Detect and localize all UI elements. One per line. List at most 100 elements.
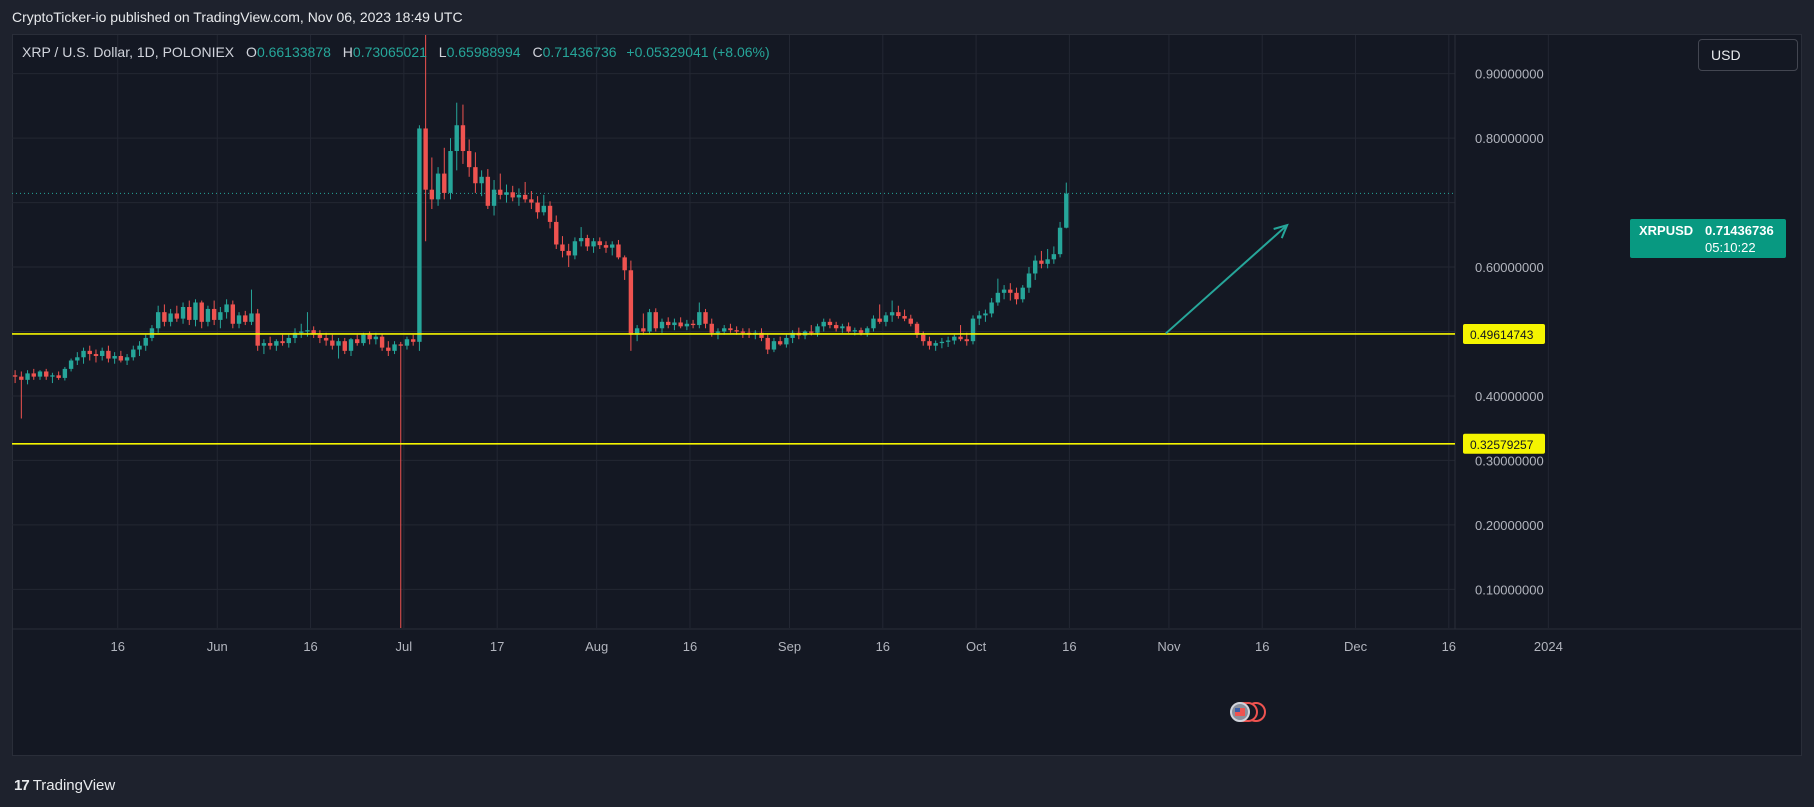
x-tick-label: Jun bbox=[207, 639, 228, 654]
candle-body bbox=[473, 167, 478, 184]
candle-body bbox=[566, 250, 571, 256]
candle-body bbox=[429, 189, 435, 200]
candle-body bbox=[1020, 287, 1025, 300]
candle bbox=[977, 310, 982, 326]
candle-body bbox=[498, 189, 503, 195]
candle bbox=[529, 190, 534, 210]
candle-body bbox=[858, 330, 864, 333]
candle bbox=[286, 334, 291, 348]
tradingview-brand[interactable]: 17 TradingView bbox=[14, 777, 115, 794]
candle bbox=[510, 185, 515, 202]
candle-body bbox=[504, 192, 509, 195]
candle-body bbox=[230, 304, 236, 324]
candle bbox=[827, 318, 833, 329]
candle-body bbox=[224, 304, 229, 313]
candle-body bbox=[715, 331, 721, 333]
y-tick-label: 0.90000000 bbox=[1475, 67, 1544, 82]
price-axis: 0.90000000 0.80000000 0.60000000 0.40000000… bbox=[1475, 67, 1544, 598]
candle-body bbox=[199, 302, 204, 322]
candle-body bbox=[367, 334, 372, 340]
candle bbox=[336, 337, 341, 359]
y-tick-label: 0.10000000 bbox=[1475, 582, 1544, 597]
candle bbox=[653, 308, 658, 332]
candle-body bbox=[180, 307, 186, 319]
arrow-head bbox=[1273, 223, 1289, 239]
candle-body bbox=[1001, 289, 1007, 293]
candle-body bbox=[336, 341, 341, 346]
candle-body bbox=[131, 349, 136, 358]
trend-arrow bbox=[1165, 223, 1289, 335]
candle-body bbox=[765, 337, 770, 350]
candle-body bbox=[31, 373, 36, 377]
candle-body bbox=[740, 331, 746, 333]
candle-body bbox=[398, 344, 403, 346]
candle-body bbox=[578, 238, 584, 242]
candle-body bbox=[305, 330, 310, 332]
y-tick-label: 0.40000000 bbox=[1475, 389, 1544, 404]
candle bbox=[690, 319, 696, 329]
currency-button[interactable]: USD bbox=[1698, 39, 1798, 71]
level-tag bbox=[1463, 433, 1545, 454]
candle-body bbox=[815, 326, 820, 333]
candle bbox=[355, 334, 360, 346]
candle bbox=[267, 336, 273, 350]
candle-body bbox=[771, 341, 777, 350]
candle bbox=[578, 227, 584, 247]
candle bbox=[174, 305, 180, 322]
candle bbox=[168, 308, 173, 327]
candle bbox=[404, 336, 410, 350]
candle-body bbox=[697, 312, 702, 326]
candle-body bbox=[777, 341, 783, 345]
candle bbox=[299, 323, 304, 338]
candle bbox=[728, 323, 733, 333]
candle-body bbox=[995, 292, 1001, 303]
candle-body bbox=[902, 316, 907, 319]
candle-body bbox=[311, 330, 316, 335]
legend-low: 0.65988994 bbox=[446, 44, 521, 60]
candle bbox=[56, 371, 61, 380]
candle-body bbox=[721, 328, 727, 332]
candle bbox=[12, 370, 18, 384]
candle-body bbox=[485, 176, 491, 206]
candle bbox=[466, 139, 472, 177]
candle-body bbox=[267, 343, 273, 346]
candle bbox=[81, 347, 86, 364]
candle bbox=[491, 180, 497, 216]
candle bbox=[628, 260, 634, 351]
candle-body bbox=[572, 241, 578, 256]
candle bbox=[479, 170, 484, 197]
candle-body bbox=[168, 313, 173, 322]
candle-body bbox=[597, 241, 602, 246]
brand-name: TradingView bbox=[32, 777, 116, 794]
candle bbox=[423, 35, 428, 242]
candle bbox=[99, 347, 105, 361]
candle-body bbox=[659, 321, 665, 329]
candle-body bbox=[137, 345, 142, 350]
candle-body bbox=[908, 318, 913, 324]
candle-body bbox=[124, 357, 130, 361]
candle bbox=[1008, 283, 1013, 301]
candle bbox=[131, 345, 136, 361]
x-tick-label: Aug bbox=[585, 639, 608, 654]
candle-body bbox=[1051, 254, 1057, 260]
x-tick-label: 16 bbox=[1255, 639, 1269, 654]
candle bbox=[435, 167, 441, 206]
candle bbox=[833, 321, 839, 332]
event-markers[interactable] bbox=[1230, 702, 1266, 722]
legend-close: 0.71436736 bbox=[542, 44, 617, 60]
candle-body bbox=[323, 337, 329, 341]
candle bbox=[249, 289, 254, 326]
candle bbox=[330, 334, 335, 350]
candle-body bbox=[560, 244, 565, 251]
legend-high-label: H bbox=[342, 44, 353, 60]
candle bbox=[703, 308, 708, 329]
candle-body bbox=[678, 322, 683, 327]
candle-body bbox=[896, 312, 901, 317]
candle bbox=[342, 337, 347, 355]
level-label: 0.49614743 bbox=[1470, 328, 1534, 342]
legend-close-label: C bbox=[532, 44, 543, 60]
candle bbox=[1051, 246, 1057, 264]
candle bbox=[995, 278, 1001, 306]
candle-body bbox=[759, 332, 764, 338]
